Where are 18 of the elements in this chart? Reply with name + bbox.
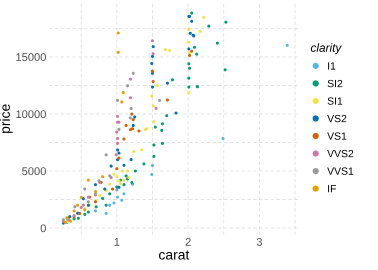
legend-label: I1 xyxy=(328,62,336,70)
y-tick-label: 15000 xyxy=(16,53,46,62)
legend-label: IF xyxy=(328,185,336,192)
legend-label: SI2 xyxy=(328,80,342,88)
y-tick-label: 0 xyxy=(40,224,46,232)
x-axis-title: carat xyxy=(159,250,190,260)
x-tick-label: 2 xyxy=(186,238,191,246)
legend-label: VS1 xyxy=(327,132,346,140)
legend-label: VVS2 xyxy=(327,150,354,158)
legend-label: VS2 xyxy=(327,114,346,122)
legend-label: SI1 xyxy=(328,97,342,105)
y-tick-label: 5000 xyxy=(22,167,46,176)
legend-title: clarity xyxy=(310,43,342,54)
x-tick-label: 3 xyxy=(256,238,262,246)
y-axis-title: price xyxy=(0,104,13,133)
y-tick-label: 10000 xyxy=(16,110,46,118)
legend-label: VVS1 xyxy=(327,167,354,175)
x-tick-label: 1 xyxy=(114,238,120,246)
